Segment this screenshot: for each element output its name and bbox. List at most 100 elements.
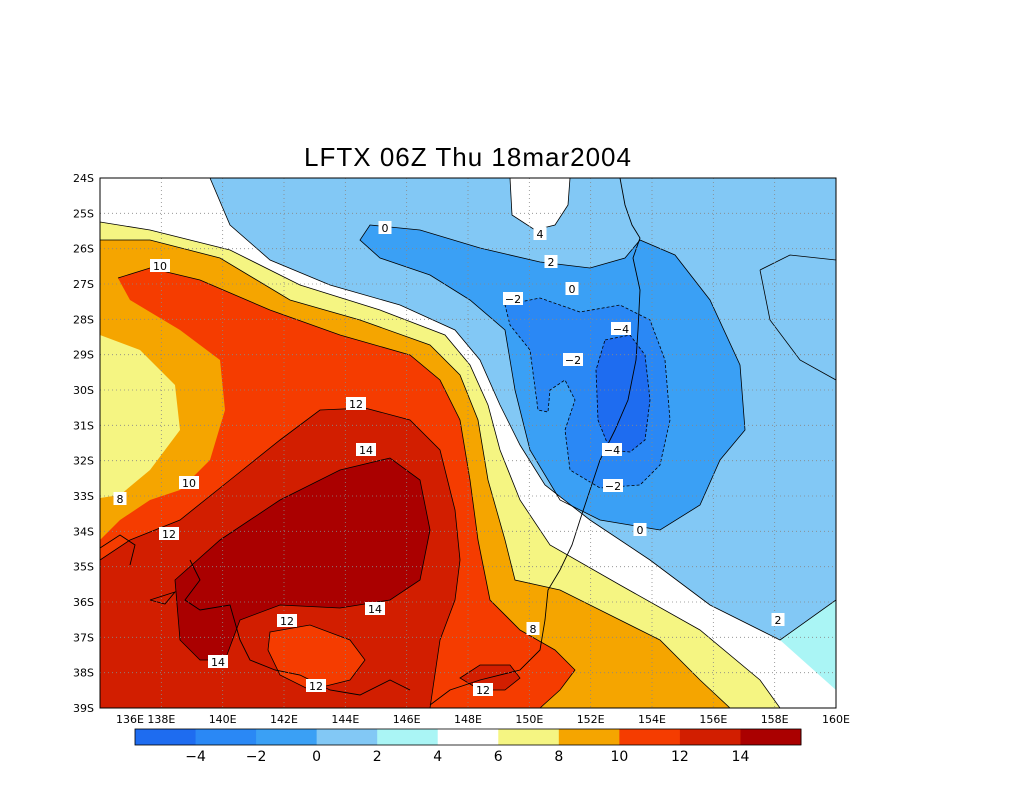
latitude-tick-label: 39S — [73, 702, 94, 715]
colorbar-swatch — [498, 729, 560, 745]
colorbar-swatch — [316, 729, 378, 745]
contour-label: 10 — [179, 476, 199, 490]
latitude-tick-label: 38S — [73, 667, 94, 680]
colorbar-swatch — [679, 729, 741, 745]
contour-label-text: 0 — [637, 524, 644, 537]
contour-label-text: −4 — [604, 444, 620, 457]
latitude-tick-label: 26S — [73, 243, 94, 256]
map-frame — [99, 177, 837, 709]
band-4-6-north — [510, 178, 570, 230]
contour-label-text: 14 — [359, 444, 373, 457]
contour-label: 14 — [208, 655, 228, 669]
contour-label-text: 8 — [117, 493, 124, 506]
contour-label: 10 — [150, 259, 170, 273]
graticule — [100, 178, 836, 708]
colorbar-label: 10 — [610, 749, 628, 765]
contour-label-text: 2 — [775, 614, 782, 627]
colorbar-swatch — [437, 729, 499, 745]
colorbar-label: 12 — [671, 749, 689, 765]
contour-label-text: 12 — [280, 615, 294, 628]
colorbar-label: 4 — [433, 749, 442, 765]
contour-label-text: 0 — [569, 283, 576, 296]
colorbar-label: 0 — [312, 749, 321, 765]
contour-label-text: −4 — [613, 323, 629, 336]
colorbar-label: 6 — [494, 749, 503, 765]
contour-label: −2 — [563, 353, 583, 367]
latitude-tick-label: 24S — [73, 172, 94, 185]
colorbar-swatch — [740, 729, 802, 745]
latitude-tick-label: 29S — [73, 349, 94, 362]
contour-labels: 0 4 2 0 −2 −4 −2 12 14 −4 −2 10 8 12 10 0 14 12 8 2 14 12 12 — [113, 221, 785, 697]
contour-label: −2 — [603, 479, 623, 493]
longitude-tick-label: 138E — [147, 713, 175, 726]
contour-label-text: 8 — [530, 623, 537, 636]
contour-label: 14 — [365, 602, 385, 616]
latitude-tick-label: 28S — [73, 313, 94, 326]
longitude-tick-label: 144E — [331, 713, 359, 726]
latitude-tick-label: 30S — [73, 384, 94, 397]
contour-label: 12 — [473, 683, 493, 697]
latitude-labels: 24S 25S 26S 27S 28S 29S 30S 31S 32S 33S 34S 35S 36S 3… — [73, 172, 94, 715]
contour-label: 0 — [633, 523, 647, 537]
map-title: LFTX 06Z Thu 18mar2004 — [304, 142, 632, 172]
contour-label: 2 — [544, 255, 558, 269]
contour-label-text: 10 — [153, 260, 167, 273]
contour-label-text: 14 — [211, 656, 225, 669]
longitude-tick-label: 154E — [638, 713, 666, 726]
colorbar-swatch — [195, 729, 257, 745]
contour-label: −4 — [602, 443, 622, 457]
contour-label: −4 — [611, 322, 631, 336]
latitude-tick-label: 34S — [73, 525, 94, 538]
contour-label-text: 12 — [162, 528, 176, 541]
contour-label: 14 — [356, 443, 376, 457]
colorbar-label: 2 — [373, 749, 382, 765]
contour-label: 8 — [526, 622, 540, 636]
longitude-tick-label: 142E — [270, 713, 298, 726]
longitude-tick-label: 152E — [577, 713, 605, 726]
longitude-tick-label: 136E — [116, 713, 144, 726]
contour-label-text: 10 — [182, 477, 196, 490]
longitude-tick-label: 158E — [761, 713, 789, 726]
latitude-tick-label: 33S — [73, 490, 94, 503]
band-2-4-east — [760, 255, 836, 380]
contour-label: 8 — [113, 492, 127, 506]
latitude-tick-label: 36S — [73, 596, 94, 609]
contour-label: 12 — [306, 679, 326, 693]
contour-label-text: −2 — [565, 354, 581, 367]
colorbar-swatch — [256, 729, 318, 745]
longitude-tick-label: 150E — [515, 713, 543, 726]
contour-label: 0 — [378, 221, 392, 235]
contour-label-text: 14 — [368, 603, 382, 616]
contour-label: 12 — [277, 614, 297, 628]
coastline — [100, 178, 641, 706]
latitude-tick-label: 25S — [73, 207, 94, 220]
longitude-tick-label: 156E — [699, 713, 727, 726]
contour-label: 12 — [159, 527, 179, 541]
longitude-labels: 136E 138E 140E 142E 144E 146E 148E 150E 152E 154E… — [116, 713, 850, 726]
contour-label: 12 — [346, 397, 366, 411]
contour-label: 0 — [565, 282, 579, 296]
colorbar-label: 8 — [554, 749, 563, 765]
colorbar-swatch — [619, 729, 681, 745]
contour-label-text: 12 — [349, 398, 363, 411]
latitude-tick-label: 31S — [73, 419, 94, 432]
contour-label-text: 2 — [548, 256, 555, 269]
colorbar-label: −2 — [246, 749, 267, 765]
colorbar: −4 −2 0 2 4 6 8 10 12 14 — [134, 728, 802, 765]
colorbar-swatch — [135, 729, 197, 745]
latitude-tick-label: 37S — [73, 631, 94, 644]
contour-label-text: −2 — [605, 480, 621, 493]
contour-label-text: 12 — [476, 684, 490, 697]
longitude-tick-label: 140E — [209, 713, 237, 726]
longitude-tick-label: 160E — [822, 713, 850, 726]
contour-label-text: 12 — [309, 680, 323, 693]
contour-label-text: 4 — [537, 228, 544, 241]
latitude-tick-label: 32S — [73, 455, 94, 468]
contour-label: 2 — [771, 613, 785, 627]
longitude-tick-label: 148E — [454, 713, 482, 726]
colorbar-label: 14 — [732, 749, 750, 765]
band-6-8-west — [100, 335, 180, 498]
band-above-14 — [175, 458, 430, 660]
contour-label-text: 0 — [382, 222, 389, 235]
